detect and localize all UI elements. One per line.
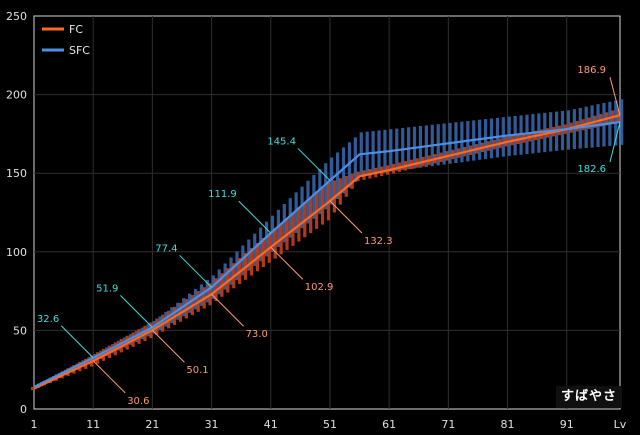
sfc-range-bar <box>324 163 328 210</box>
legend-label-fc: FC <box>69 23 83 36</box>
sfc-range-bar <box>253 233 257 266</box>
sfc-range-bar <box>341 147 346 194</box>
sfc-annotation-label: 51.9 <box>96 283 118 294</box>
sfc-annotation-leader <box>238 200 272 234</box>
sfc-annotation-label: 111.9 <box>208 189 237 200</box>
fc-annotation-label: 102.9 <box>305 282 334 293</box>
sfc-series-line <box>33 120 621 388</box>
series-lines <box>33 114 621 390</box>
sfc-annotation-leader <box>609 121 621 163</box>
sfc-range-bar <box>330 157 334 205</box>
legend: FC SFC <box>42 23 90 57</box>
x-tick-label: 11 <box>86 418 100 431</box>
fc-annotation-leader <box>92 360 126 394</box>
x-tick-label: Lv <box>614 418 627 431</box>
y-tick-label: 0 <box>20 403 27 416</box>
fc-annotation-label: 30.6 <box>127 396 149 407</box>
sfc-range-bar <box>259 227 263 262</box>
fc-annotation-label: 50.1 <box>186 365 208 376</box>
sfc-range-bar <box>318 169 322 215</box>
sfc-range-bar <box>300 186 304 229</box>
y-tick-label: 200 <box>6 89 27 102</box>
x-tick-label: 51 <box>323 418 337 431</box>
x-tick-label: 71 <box>441 418 455 431</box>
grid <box>34 16 620 409</box>
sfc-annotation-label: 77.4 <box>155 243 177 254</box>
sfc-range-bar <box>241 245 245 276</box>
sfc-range-bar <box>276 209 280 248</box>
sfc-annotation-leader <box>179 254 212 288</box>
sfc-annotation-label: 32.6 <box>37 314 59 325</box>
stat-name-label: すばやさ <box>556 386 622 408</box>
annotations: 32.6 51.9 77.4 111.9 145.4 182.6 30.6 50.1 73.0 1… <box>37 65 621 407</box>
sfc-range-bar <box>270 215 275 252</box>
sfc-range-bar <box>347 142 352 188</box>
x-tick-label: 81 <box>501 418 515 431</box>
sfc-annotation-label: 182.6 <box>577 164 606 175</box>
y-tick-label: 50 <box>13 324 27 337</box>
y-tick-label: 150 <box>6 167 27 180</box>
sfc-range-bar <box>353 137 357 183</box>
fc-range-bar <box>30 386 35 391</box>
sfc-annotation-leader <box>60 325 94 359</box>
fc-annotation-leader <box>152 329 185 363</box>
fc-annotation-leader <box>329 200 363 234</box>
sfc-range-bar <box>312 174 316 219</box>
fc-annotation-label: 186.9 <box>577 65 606 76</box>
x-tick-label: 91 <box>560 418 574 431</box>
sfc-annotation-label: 145.4 <box>267 136 296 147</box>
sfc-range-bar <box>294 192 298 233</box>
y-tick-label: 250 <box>6 10 27 23</box>
sfc-annotation-leader <box>297 148 331 181</box>
x-tick-label: 61 <box>382 418 396 431</box>
sfc-annotation-leader <box>120 295 153 328</box>
fc-annotation-leader <box>270 246 304 280</box>
sfc-range-bar <box>264 221 269 257</box>
sfc-range-bar <box>223 263 227 290</box>
sfc-range-bar <box>282 204 286 243</box>
x-tick-label: 41 <box>264 418 278 431</box>
sfc-range-bar <box>288 198 292 238</box>
x-tick-label: 21 <box>145 418 159 431</box>
sfc-range-bar <box>235 251 239 281</box>
sfc-range-bar <box>620 99 624 145</box>
sfc-range-bar <box>335 152 340 199</box>
fc-annotation-label: 132.3 <box>364 236 393 247</box>
fc-annotation-leader <box>211 293 244 327</box>
fc-series-line <box>33 114 621 390</box>
sfc-range-bar <box>247 239 251 271</box>
sfc-range-bar <box>306 180 310 224</box>
fc-annotation-leader <box>609 77 621 116</box>
x-tick-label: 1 <box>31 418 38 431</box>
fc-annotation-label: 73.0 <box>246 329 268 340</box>
legend-label-sfc: SFC <box>69 44 90 57</box>
x-tick-label: 31 <box>205 418 219 431</box>
sfc-range-bar <box>229 257 233 285</box>
y-tick-label: 100 <box>6 246 27 259</box>
